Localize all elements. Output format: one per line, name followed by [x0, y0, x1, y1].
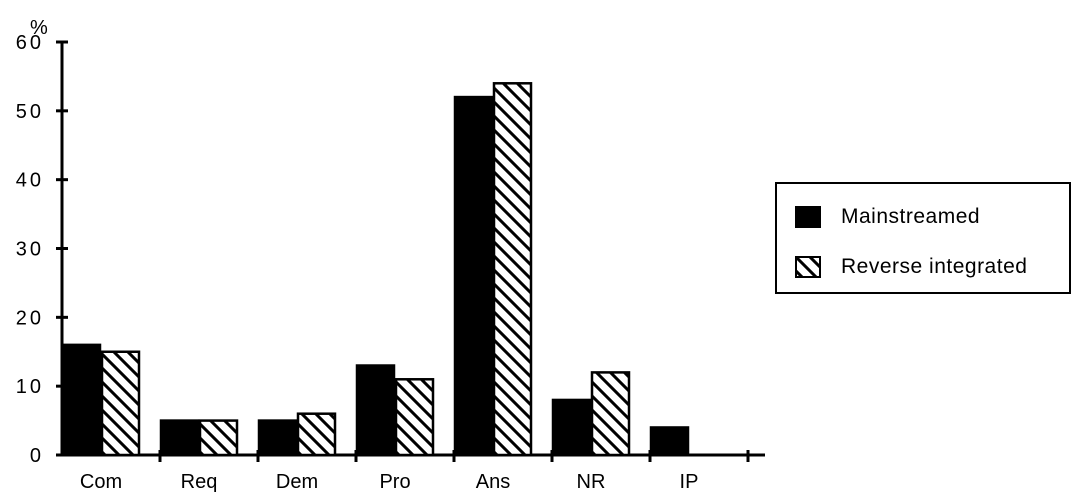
bar-ans-mainstreamed: [453, 95, 494, 457]
y-tick-label: 20: [16, 307, 44, 329]
y-unit-label: %: [30, 17, 48, 39]
x-tick-label: IP: [680, 471, 699, 493]
x-tick-label: Com: [80, 471, 122, 493]
bar-req-reverse-integrated: [198, 419, 239, 457]
x-tick-label: Pro: [379, 471, 410, 493]
bar-nr-reverse-integrated: [590, 371, 631, 457]
legend-label: Reverse integrated: [841, 255, 1028, 278]
bar-dem-reverse-integrated: [296, 412, 337, 457]
legend-label: Mainstreamed: [841, 205, 981, 228]
x-tick-label: Req: [181, 471, 218, 493]
solid-swatch-icon: [795, 206, 821, 228]
bar-req-mainstreamed: [159, 419, 200, 457]
legend-item-mainstreamed: Mainstreamed: [795, 204, 980, 230]
hatch-swatch-icon: [795, 256, 821, 278]
bar-pro-reverse-integrated: [394, 378, 435, 457]
bar-nr-mainstreamed: [551, 398, 592, 457]
bar-com-mainstreamed: [61, 343, 102, 457]
y-tick-label: 0: [30, 445, 44, 467]
y-tick-label: 30: [16, 239, 44, 261]
x-tick-label: Ans: [476, 471, 510, 493]
x-tick-label: NR: [577, 471, 606, 493]
bar-pro-mainstreamed: [355, 364, 396, 457]
bar-com-reverse-integrated: [100, 350, 141, 457]
bar-ip-mainstreamed: [649, 426, 690, 457]
x-tick-label: Dem: [276, 471, 318, 493]
y-tick-label: 10: [16, 376, 44, 398]
legend-item-reverse-integrated: Reverse integrated: [795, 254, 1027, 280]
bar-dem-mainstreamed: [257, 419, 298, 457]
y-tick-label: 60: [16, 32, 44, 54]
legend: Mainstreamed Reverse integrated: [775, 182, 1071, 294]
y-tick-label: 50: [16, 101, 44, 123]
bar-ans-reverse-integrated: [492, 82, 533, 457]
y-tick-label: 40: [16, 170, 44, 192]
